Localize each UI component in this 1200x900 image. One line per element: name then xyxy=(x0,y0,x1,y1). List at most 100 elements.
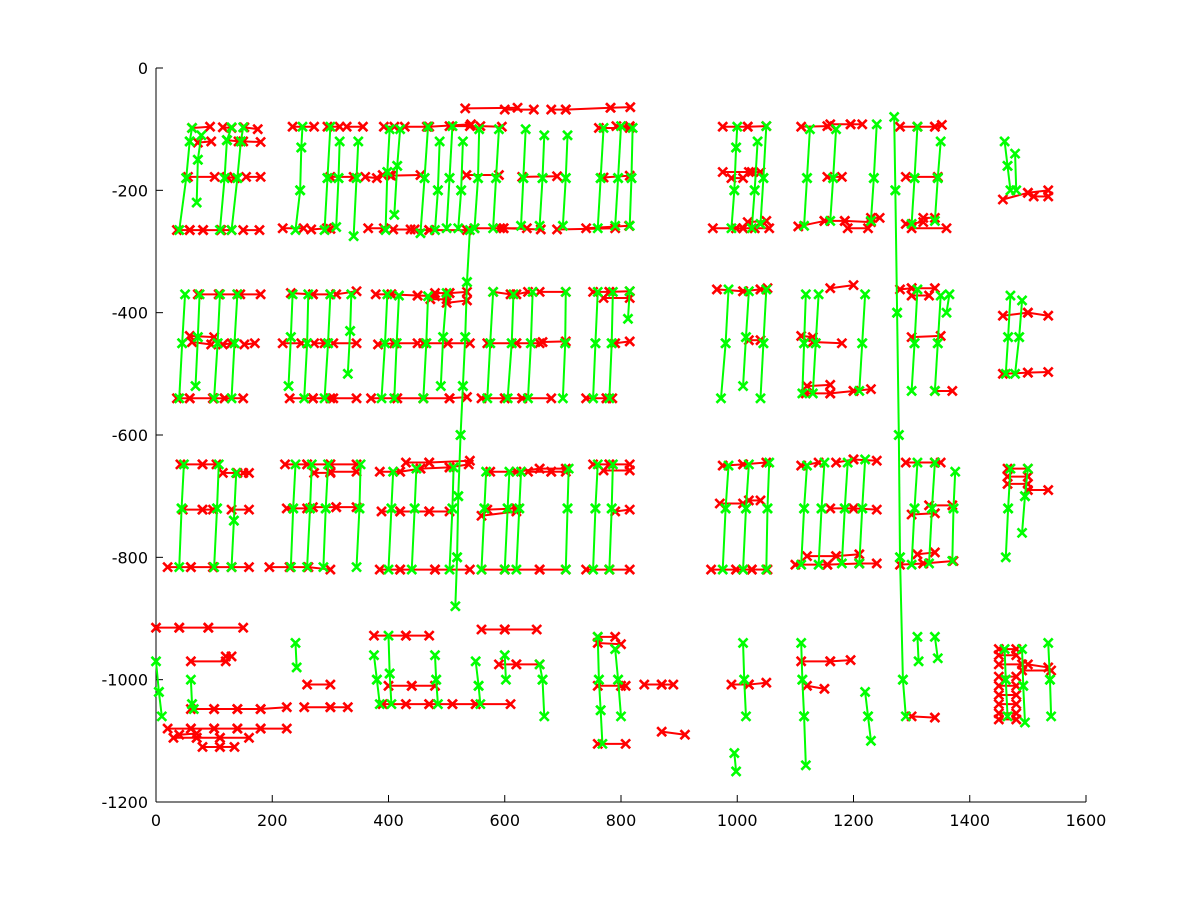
data-point-marker xyxy=(393,290,405,301)
data-point-marker xyxy=(587,564,599,575)
series-segment xyxy=(1004,679,1009,717)
data-point-marker xyxy=(936,119,948,131)
data-point-marker xyxy=(184,224,196,236)
data-point-marker xyxy=(400,630,412,642)
data-point-marker xyxy=(909,337,920,349)
data-point-marker xyxy=(538,129,550,141)
data-point-marker xyxy=(345,288,357,300)
series-segment xyxy=(538,664,544,680)
data-point-marker xyxy=(726,222,737,234)
data-point-marker xyxy=(912,457,923,468)
data-point-marker xyxy=(743,285,755,297)
data-point-marker xyxy=(470,655,482,667)
series-segment xyxy=(434,655,438,680)
data-point-marker xyxy=(295,142,307,153)
series-segment xyxy=(464,282,468,338)
data-point-marker xyxy=(283,380,294,392)
data-point-marker xyxy=(185,561,197,573)
data-point-marker xyxy=(197,458,208,470)
data-point-marker xyxy=(432,698,444,710)
series-segment xyxy=(527,343,532,399)
series-segment xyxy=(762,126,768,179)
data-point-marker xyxy=(162,561,174,573)
data-point-marker xyxy=(208,561,220,573)
series-segment xyxy=(180,464,185,509)
data-point-marker xyxy=(755,392,766,404)
series-segment xyxy=(541,135,546,179)
data-point-marker xyxy=(929,215,941,227)
data-point-marker xyxy=(324,679,336,690)
series-segment xyxy=(346,330,352,374)
data-point-marker xyxy=(717,564,729,575)
series-segment xyxy=(766,462,771,509)
data-point-marker xyxy=(836,558,848,569)
data-point-marker xyxy=(993,658,1005,670)
series-segment xyxy=(952,471,957,509)
data-point-marker xyxy=(592,222,604,234)
series-segment xyxy=(306,508,312,568)
data-point-marker xyxy=(545,392,557,404)
data-point-marker xyxy=(1009,148,1021,160)
series-segment xyxy=(743,679,747,717)
data-point-marker xyxy=(615,120,627,132)
data-point-marker xyxy=(949,466,961,478)
data-point-marker xyxy=(909,502,920,514)
series-segment xyxy=(759,343,765,399)
data-point-marker xyxy=(590,337,601,349)
data-point-marker xyxy=(845,654,857,666)
data-point-marker xyxy=(909,172,920,184)
data-point-marker xyxy=(1042,366,1054,378)
data-point-marker xyxy=(1000,551,1012,563)
data-point-marker xyxy=(1010,698,1022,710)
series-segment xyxy=(566,468,570,509)
data-point-marker xyxy=(531,624,543,635)
series-segment xyxy=(233,294,239,344)
series-segment xyxy=(586,224,630,230)
series-segment xyxy=(814,294,820,344)
data-point-marker xyxy=(388,392,400,404)
series-1 xyxy=(150,111,1057,777)
data-point-marker xyxy=(763,222,775,234)
data-point-marker xyxy=(929,385,941,397)
series-segment xyxy=(753,141,759,191)
series-segment xyxy=(750,190,756,229)
series-segment xyxy=(936,295,942,344)
data-point-marker xyxy=(422,290,434,302)
series-segment xyxy=(294,190,302,231)
data-point-marker xyxy=(379,337,391,349)
series-segment xyxy=(506,343,513,399)
data-point-marker xyxy=(184,135,196,147)
data-point-marker xyxy=(889,184,901,196)
data-point-marker xyxy=(1019,717,1031,728)
data-point-marker xyxy=(322,337,334,349)
data-point-marker xyxy=(717,166,729,178)
data-point-marker xyxy=(638,679,650,690)
data-point-marker xyxy=(500,674,512,686)
data-point-marker xyxy=(255,171,267,183)
series-segment xyxy=(893,116,897,191)
series-segment xyxy=(829,178,835,221)
data-point-marker xyxy=(606,502,618,514)
data-point-marker xyxy=(1022,307,1034,319)
data-point-marker xyxy=(760,120,772,132)
data-point-marker xyxy=(464,564,476,575)
data-point-marker xyxy=(510,564,522,575)
data-point-marker xyxy=(624,285,636,297)
x-tick-label: 800 xyxy=(606,811,637,830)
y-tick-label: -200 xyxy=(112,181,148,200)
data-point-marker xyxy=(798,220,810,232)
data-point-marker xyxy=(394,564,406,575)
data-point-marker xyxy=(192,154,204,166)
data-point-marker xyxy=(156,710,168,722)
data-point-marker xyxy=(176,337,188,349)
data-point-marker xyxy=(168,732,179,744)
series-segment xyxy=(1022,685,1026,723)
series-segment xyxy=(945,294,951,313)
data-point-marker xyxy=(415,463,426,475)
data-point-marker xyxy=(322,172,333,184)
series-segment xyxy=(1027,370,1049,374)
data-point-marker xyxy=(821,559,833,571)
data-point-marker xyxy=(801,460,813,472)
data-point-marker xyxy=(235,135,247,147)
data-point-marker xyxy=(824,379,836,391)
